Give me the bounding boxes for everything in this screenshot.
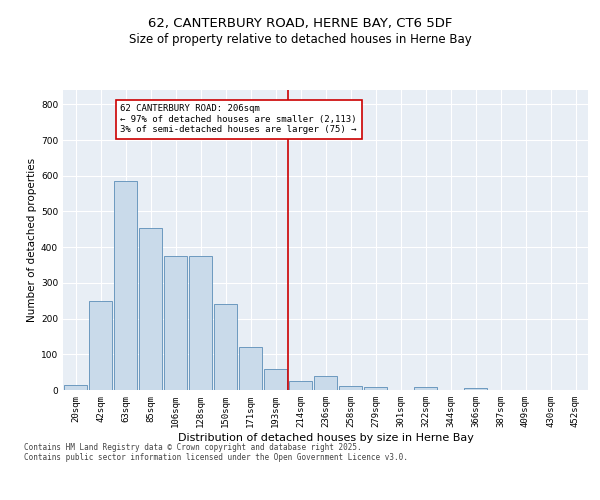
Text: 62 CANTERBURY ROAD: 206sqm
← 97% of detached houses are smaller (2,113)
3% of se: 62 CANTERBURY ROAD: 206sqm ← 97% of deta…	[121, 104, 357, 134]
Bar	[338, 386, 362, 390]
Text: 62, CANTERBURY ROAD, HERNE BAY, CT6 5DF: 62, CANTERBURY ROAD, HERNE BAY, CT6 5DF	[148, 18, 452, 30]
Y-axis label: Number of detached properties: Number of detached properties	[27, 158, 37, 322]
Bar	[314, 376, 337, 390]
Bar	[113, 181, 137, 390]
Bar	[214, 304, 238, 390]
Bar	[464, 388, 487, 390]
Text: Size of property relative to detached houses in Herne Bay: Size of property relative to detached ho…	[128, 32, 472, 46]
Bar	[413, 387, 437, 390]
Bar	[263, 368, 287, 390]
X-axis label: Distribution of detached houses by size in Herne Bay: Distribution of detached houses by size …	[178, 432, 473, 442]
Bar	[188, 256, 212, 390]
Text: Contains HM Land Registry data © Crown copyright and database right 2025.
Contai: Contains HM Land Registry data © Crown c…	[24, 442, 408, 462]
Bar	[164, 256, 187, 390]
Bar	[64, 384, 88, 390]
Bar	[239, 347, 262, 390]
Bar	[364, 387, 388, 390]
Bar	[289, 381, 313, 390]
Bar	[139, 228, 163, 390]
Bar	[89, 302, 112, 390]
